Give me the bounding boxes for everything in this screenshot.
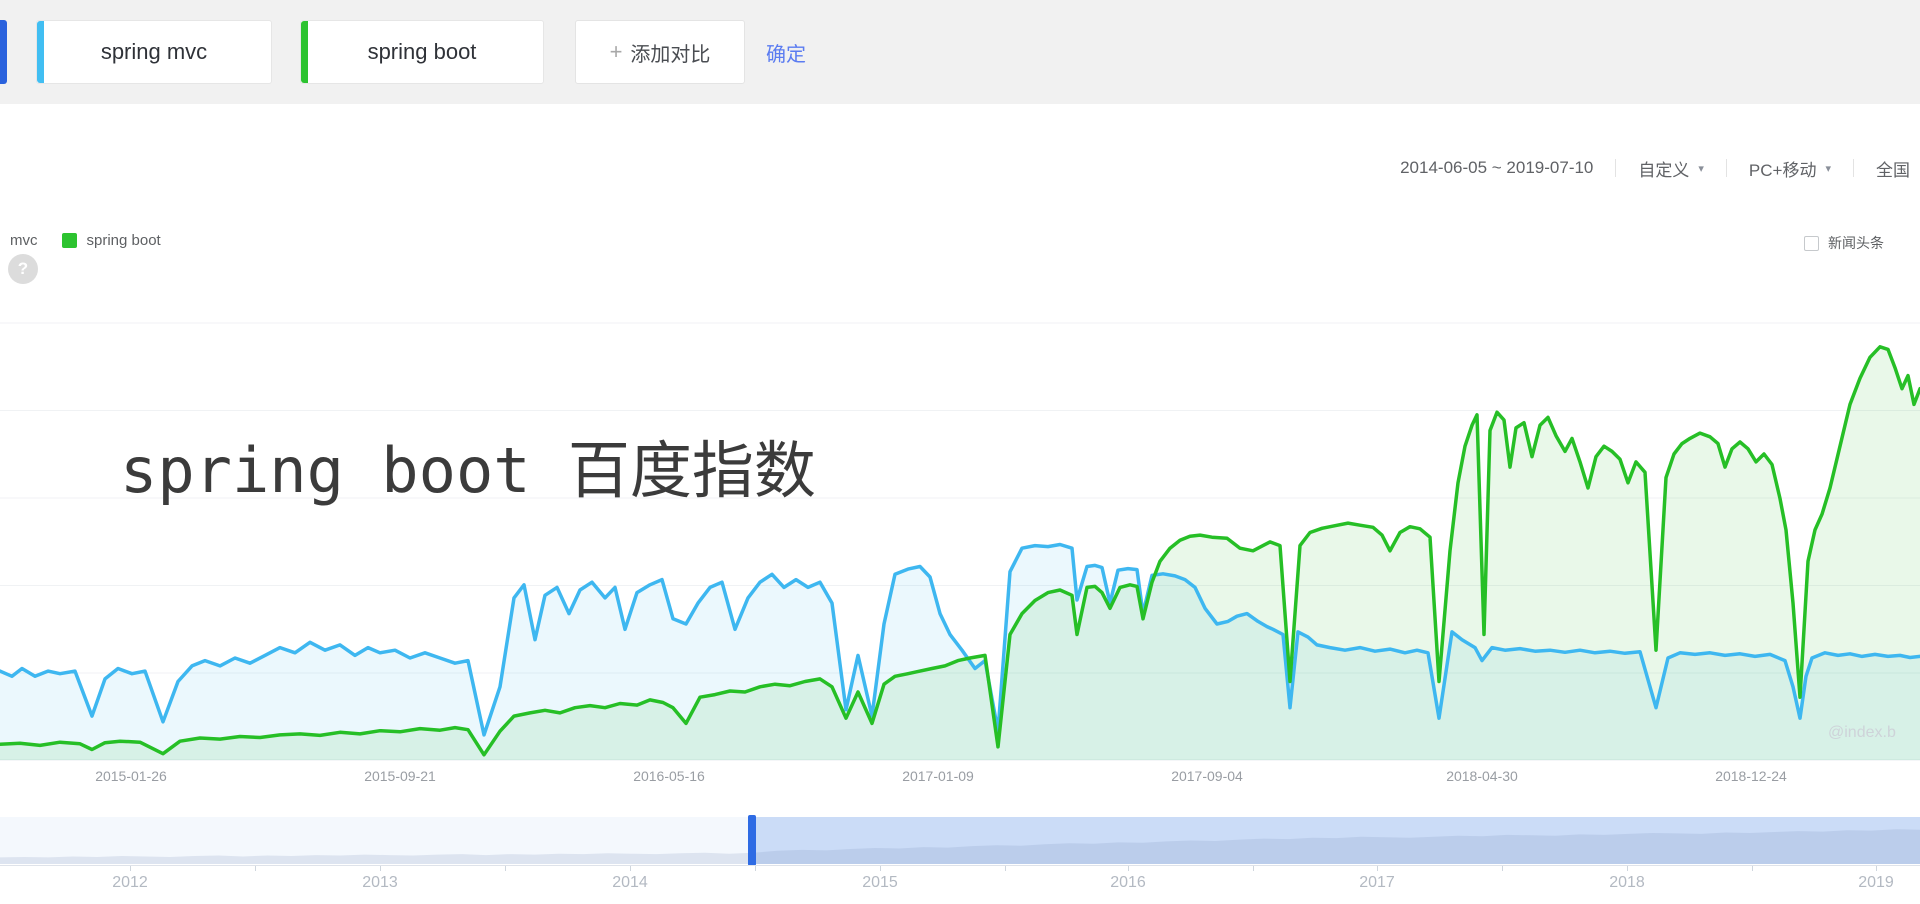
filter-bar: ? 2014-06-05 ~ 2019-07-10 自定义 ▾ PC+移动 ▾ … <box>0 104 1920 284</box>
timeline-tick <box>755 866 756 871</box>
timeline-year-label: 2017 <box>1359 874 1395 891</box>
legend-items: mvc spring boot <box>10 232 161 249</box>
series-area-spring-boot <box>0 346 1920 760</box>
legend-row: mvc spring boot 新闻头条 <box>0 232 1920 258</box>
timeline-year-label: 2018 <box>1609 874 1645 891</box>
series-line-spring-boot <box>0 345 1920 757</box>
keyword-color-bar-mvc <box>37 21 44 83</box>
help-icon[interactable]: ? <box>8 254 38 284</box>
timeline-tick <box>505 866 506 871</box>
legend-item-spring-mvc[interactable]: mvc <box>10 232 38 249</box>
date-range-value[interactable]: 2014-06-05 ~ 2019-07-10 <box>1400 158 1594 177</box>
divider <box>1853 159 1854 177</box>
divider <box>1725 159 1727 177</box>
timeline-year-label: 2012 <box>112 874 148 891</box>
timeline-year-label: 2013 <box>362 874 398 891</box>
timeline-year-label: 2014 <box>612 874 648 891</box>
divider <box>1615 159 1617 177</box>
device-dropdown[interactable]: PC+移动 ▾ <box>1749 156 1831 181</box>
keyword-topbar: spring mvc spring boot + 添加对比 确定 <box>0 0 1920 104</box>
timeline-mini-area <box>0 829 1920 864</box>
timeline-tick <box>1502 866 1503 871</box>
region-dropdown[interactable]: 全国 <box>1876 160 1910 180</box>
add-compare-button[interactable]: + 添加对比 <box>575 20 745 84</box>
range-mode-dropdown[interactable]: 自定义 ▾ <box>1638 156 1704 181</box>
timeline-tick <box>1627 866 1628 871</box>
chevron-down-icon: ▾ <box>1825 162 1831 175</box>
timeline-tick <box>1876 866 1877 871</box>
timeline-tick <box>1005 866 1006 871</box>
timeline-selected-range[interactable] <box>750 817 1920 864</box>
timeline-tick <box>380 866 381 871</box>
keyword-label: spring boot <box>367 39 477 64</box>
keyword-box-spring-mvc[interactable]: spring mvc <box>36 20 272 84</box>
checkbox-icon <box>1804 235 1819 251</box>
timeline-mini-chart <box>0 829 1920 864</box>
series-area-spring-mvc <box>0 544 1920 760</box>
chevron-down-icon: ▾ <box>1698 162 1704 175</box>
keyword-box-spring-boot[interactable]: spring boot <box>300 20 544 84</box>
timeline-tick <box>880 866 881 871</box>
range-mode-label: 自定义 <box>1638 160 1690 180</box>
legend-swatch-spring-boot <box>61 233 77 248</box>
news-headline-checkbox[interactable]: 新闻头条 <box>1804 233 1884 253</box>
confirm-button[interactable]: 确定 <box>766 43 806 66</box>
timeline-tick <box>1752 866 1753 871</box>
timeline-tick <box>1253 866 1254 871</box>
timeline-tick <box>255 866 256 871</box>
series-line-spring-mvc <box>0 542 1920 737</box>
timeline-drag-handle[interactable] <box>748 815 756 866</box>
timeline-tick <box>630 866 631 871</box>
timeline-axis <box>0 865 1920 866</box>
timeline-year-label: 2016 <box>1110 874 1146 891</box>
timeline-year-label: 2019 <box>1858 874 1894 891</box>
news-headline-label: 新闻头条 <box>1828 235 1884 251</box>
timeline-tick <box>1377 866 1378 871</box>
clipped-keyword-box-edge <box>0 20 7 84</box>
keyword-label: spring mvc <box>100 39 208 64</box>
timeline-tick <box>1128 866 1129 871</box>
timeline-year-label: 2015 <box>862 874 898 891</box>
timeline-tick <box>130 866 131 871</box>
device-label: PC+移动 <box>1748 160 1817 180</box>
keyword-color-bar-boot <box>301 21 308 83</box>
legend-item-spring-boot[interactable]: spring boot <box>86 232 161 249</box>
plus-icon: + <box>609 39 623 64</box>
add-compare-label: 添加对比 <box>630 43 711 66</box>
filter-controls: 2014-06-05 ~ 2019-07-10 自定义 ▾ PC+移动 ▾ 全国 <box>1400 150 1910 186</box>
